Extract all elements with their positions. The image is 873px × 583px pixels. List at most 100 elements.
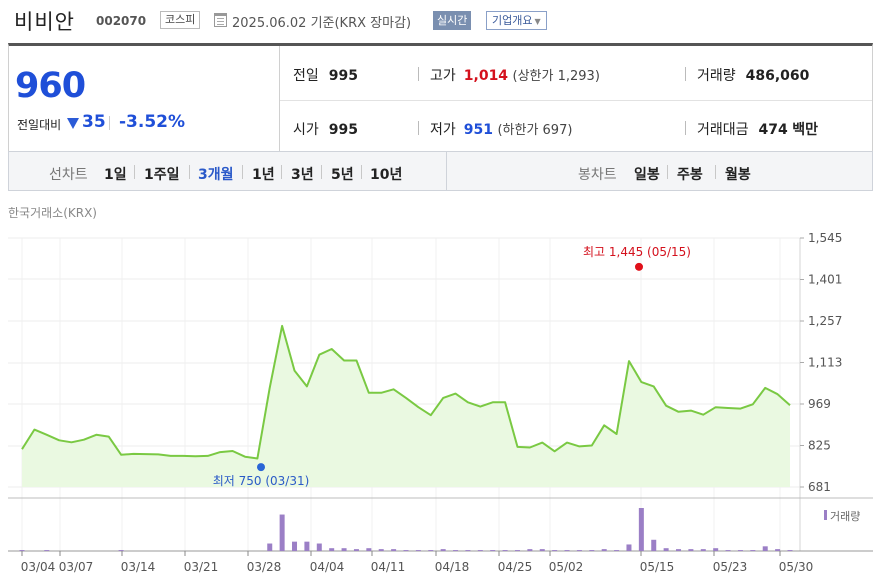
calendar-icon: [214, 13, 227, 27]
candle-chart-label: 봉차트: [578, 167, 617, 183]
price-line: [21, 324, 791, 460]
volume-label: 거래량: [697, 68, 736, 84]
x-tick-label: 03/28: [247, 560, 282, 574]
stock-name: 비비안: [14, 10, 75, 34]
high-value: 1,014: [463, 68, 509, 84]
y-tick-label: 1,401: [808, 273, 842, 287]
x-tick-label: 04/18: [435, 560, 470, 574]
divider: [321, 165, 322, 179]
realtime-button[interactable]: 실시간: [433, 11, 472, 30]
volume-bar: [552, 550, 558, 551]
volume-bar: [465, 550, 471, 551]
current-price: 960: [15, 66, 86, 106]
low-annotation: 최저 750 (03/31): [213, 474, 310, 488]
volume-bar: [651, 539, 657, 551]
price-summary: 960 전일대비 35 -3.52%: [9, 46, 280, 151]
volume-bar: [502, 550, 508, 551]
amount-unit: 백만: [792, 122, 818, 138]
prev-close-label: 전일: [293, 68, 319, 84]
price-area: [22, 325, 790, 487]
period-1d[interactable]: 1일: [104, 167, 127, 183]
prev-close: 전일 995: [293, 65, 358, 85]
volume-bar: [676, 549, 682, 551]
volume-bar: [415, 550, 421, 551]
x-tick-label: 05/15: [640, 560, 675, 574]
volume-bar: [391, 549, 397, 551]
volume-bar: [490, 550, 496, 551]
volume-bar: [700, 549, 706, 551]
divider: [242, 165, 243, 179]
stock-header: 비비안 002070 코스피 2025.06.02 기준(KRX 장마감) 실시…: [0, 0, 873, 44]
x-tick-label: 03/04: [21, 560, 56, 574]
volume-value: 486,060: [745, 68, 810, 84]
volume-legend-swatch: [824, 510, 827, 520]
company-overview-dropdown[interactable]: 기업개요 ▼: [486, 11, 547, 30]
volume-bar: [663, 548, 669, 551]
volume-bar: [292, 541, 298, 551]
divider: [715, 165, 716, 179]
line-chart-label: 선차트: [49, 167, 88, 183]
stock-code: 002070: [96, 14, 147, 28]
period-3y[interactable]: 3년: [291, 167, 314, 183]
chevron-down-icon: ▼: [534, 17, 541, 26]
candle-weekly[interactable]: 주봉: [677, 167, 703, 183]
volume-bar: [688, 549, 694, 551]
divider: [685, 121, 686, 135]
divider: [667, 165, 668, 179]
down-triangle-icon: [67, 118, 79, 129]
y-tick-label: 969: [808, 397, 831, 411]
volume-bar: [19, 550, 25, 551]
volume-bars: [19, 508, 793, 551]
divider: [685, 67, 686, 81]
low-price: 저가 951 (하한가 697): [430, 119, 572, 139]
open-label: 시가: [293, 122, 319, 138]
high-label: 고가: [430, 68, 456, 84]
y-tick-label: 1,257: [808, 314, 842, 328]
x-tick-label: 04/11: [371, 560, 406, 574]
candle-monthly[interactable]: 월봉: [725, 167, 751, 183]
change-label: 전일대비: [17, 118, 62, 132]
divider: [446, 152, 447, 190]
divider: [281, 165, 282, 179]
period-5y[interactable]: 5년: [331, 167, 354, 183]
volume-bar: [279, 514, 285, 551]
divider: [189, 165, 190, 179]
y-tick-label: 1,545: [808, 231, 842, 245]
volume-bar: [527, 549, 533, 551]
prev-close-value: 995: [328, 68, 358, 84]
high-annotation: 최고 1,445 (05/15): [583, 245, 691, 259]
volume-bar: [403, 550, 409, 551]
trade-amount: 거래대금 474 백만: [697, 119, 818, 139]
period-bar: 선차트 1일 1주일 3개월 1년 3년 5년 10년 봉차트 일봉 주봉 월봉: [8, 151, 873, 191]
volume-bar: [316, 543, 322, 551]
volume-bar: [775, 549, 781, 551]
volume-bar: [750, 550, 756, 551]
volume-bar: [713, 548, 719, 551]
divider: [109, 116, 110, 130]
amount-value: 474: [758, 122, 788, 138]
quote-panel: 960 전일대비 35 -3.52% 전일 995 고가 1,014 (상한가 1,…: [8, 43, 873, 151]
low-label: 저가: [430, 122, 456, 138]
period-1w[interactable]: 1주일: [144, 167, 180, 183]
period-3m[interactable]: 3개월: [198, 167, 234, 183]
period-10y[interactable]: 10년: [370, 167, 403, 183]
volume-legend: 거래량: [830, 510, 860, 523]
volume-bar: [601, 549, 607, 551]
volume-bar: [737, 550, 743, 551]
high-price: 고가 1,014 (상한가 1,293): [430, 65, 600, 85]
change-percent: -3.52%: [119, 112, 186, 132]
volume-bar: [440, 549, 446, 551]
volume-bar: [44, 550, 50, 551]
volume-bar: [762, 546, 768, 551]
volume-bar: [725, 550, 731, 551]
x-tick-label: 03/21: [184, 560, 219, 574]
high-marker: [635, 262, 643, 271]
volume-bar: [638, 508, 644, 551]
candle-daily[interactable]: 일봉: [634, 167, 660, 183]
volume-bar: [304, 541, 310, 551]
volume-bar: [453, 550, 459, 551]
volume-bar: [118, 550, 124, 551]
volume-bar: [564, 550, 570, 551]
period-1y[interactable]: 1년: [252, 167, 275, 183]
volume-bar: [787, 550, 793, 551]
